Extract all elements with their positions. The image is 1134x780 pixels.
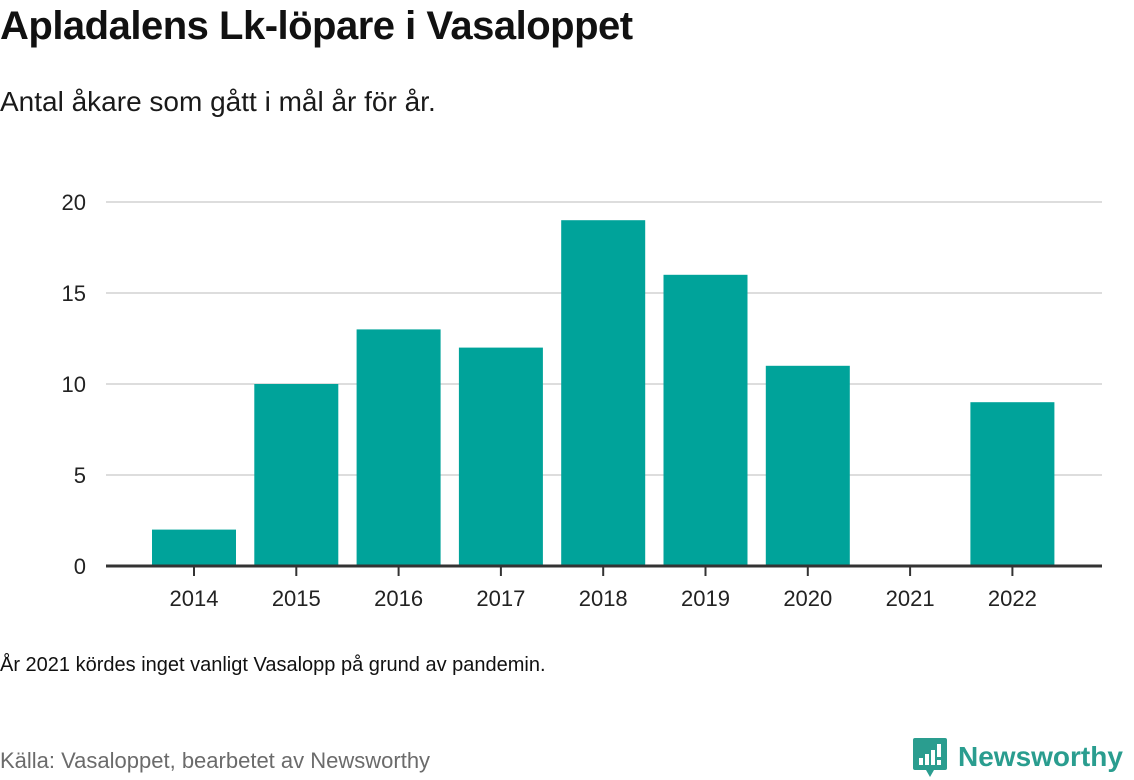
- chart-note: År 2021 kördes inget vanligt Vasalopp på…: [0, 654, 546, 676]
- x-tick-label: 2015: [272, 586, 321, 611]
- bar-2020: [765, 365, 850, 566]
- bar-chart: 0 5 10 15 20 2014 2015 2016 2017 2018 2019 2020 202…: [62, 190, 1102, 611]
- x-axis: 2014 2015 2016 2017 2018 2019 2020 2021 2022: [106, 564, 1102, 611]
- x-tick-label: 2019: [681, 586, 730, 611]
- y-tick-label: 5: [74, 463, 86, 488]
- y-tick-label: 20: [62, 190, 86, 215]
- logo-text: Newsworthy: [958, 741, 1123, 772]
- x-tick-label: 2021: [886, 586, 935, 611]
- bar-2022: [970, 402, 1055, 566]
- bar-2018: [561, 220, 646, 566]
- x-tick-label: 2014: [170, 586, 219, 611]
- bar-2016: [356, 329, 441, 566]
- y-tick-label: 15: [62, 281, 86, 306]
- y-tick-label: 0: [74, 554, 86, 579]
- bar-2015: [254, 384, 339, 566]
- chart-subtitle: Antal åkare som gått i mål år för år.: [0, 86, 436, 117]
- y-axis-ticks: 0 5 10 15 20: [62, 190, 86, 579]
- newsworthy-logo[interactable]: Newsworthy: [912, 736, 1123, 778]
- bar-2014: [152, 529, 236, 566]
- x-tick-label: 2018: [579, 586, 628, 611]
- bar-2017: [458, 347, 543, 566]
- bar-chart-bubble-icon: [913, 738, 947, 777]
- x-tick-label: 2020: [783, 586, 832, 611]
- chart-title: Apladalens Lk-löpare i Vasaloppet: [0, 4, 633, 48]
- y-tick-label: 10: [62, 372, 86, 397]
- x-tick-label: 2022: [988, 586, 1037, 611]
- bar-2019: [663, 274, 748, 566]
- bars: [152, 220, 1055, 566]
- x-tick-label: 2017: [476, 586, 525, 611]
- source-text: Källa: Vasaloppet, bearbetet av Newswort…: [0, 748, 431, 773]
- x-tick-label: 2016: [374, 586, 423, 611]
